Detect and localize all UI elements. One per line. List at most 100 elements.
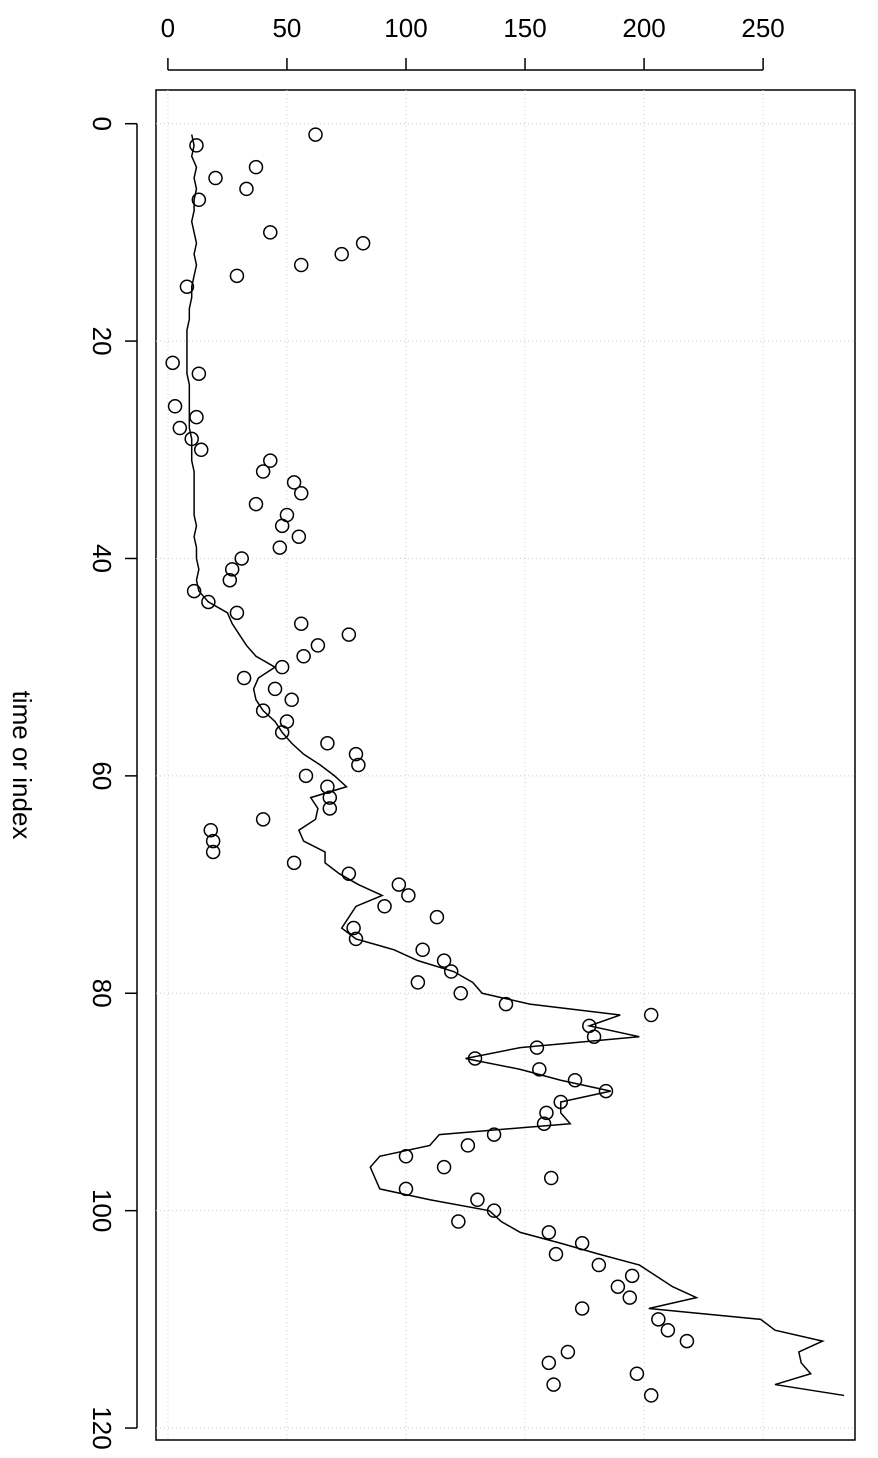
data-point — [322, 801, 338, 816]
x-tick-label: 40 — [87, 544, 117, 573]
data-point — [460, 1138, 476, 1153]
x-tick-label: 100 — [87, 1189, 117, 1232]
data-point — [436, 953, 452, 968]
data-point — [391, 877, 407, 892]
data-point — [341, 866, 357, 881]
data-point — [529, 1040, 545, 1055]
data-point — [291, 529, 307, 544]
data-point — [229, 268, 245, 284]
data-point — [284, 692, 299, 708]
data-point — [274, 518, 290, 534]
data-point — [348, 931, 364, 947]
data-point — [398, 1149, 414, 1164]
data-point — [574, 1301, 590, 1316]
data-point — [255, 703, 271, 718]
data-point — [248, 496, 264, 512]
y-tick-label: 100 — [384, 13, 427, 43]
data-point — [451, 1214, 466, 1229]
y-tick-label: 250 — [741, 13, 784, 43]
data-point — [274, 725, 290, 740]
data-point — [205, 844, 221, 860]
data-point — [208, 170, 223, 186]
data-point — [629, 1366, 645, 1381]
data-point — [548, 1246, 564, 1262]
data-point — [167, 399, 183, 414]
data-point — [293, 616, 309, 631]
data-point — [536, 1116, 552, 1131]
data-point — [429, 909, 445, 925]
data-point — [355, 236, 371, 251]
data-point — [467, 1051, 483, 1066]
data-point — [239, 181, 254, 197]
data-point — [224, 562, 240, 577]
x-tick-label: 60 — [87, 761, 117, 790]
data-point — [296, 649, 311, 664]
data-point — [539, 1105, 554, 1121]
x-tick-label: 120 — [87, 1406, 117, 1449]
data-point — [591, 1257, 607, 1273]
data-point — [222, 572, 238, 588]
data-point — [236, 670, 252, 686]
data-point — [351, 757, 366, 773]
data-point — [436, 1159, 452, 1175]
data-point — [189, 138, 204, 153]
x-tick-label: 20 — [87, 327, 117, 356]
data-point — [560, 1344, 576, 1360]
data-point — [546, 1377, 561, 1392]
data-point — [624, 1268, 640, 1284]
data-point — [398, 1181, 414, 1197]
data-point — [267, 681, 283, 697]
data-point — [286, 475, 302, 490]
data-point — [320, 736, 335, 751]
data-point — [172, 420, 188, 436]
data-point — [203, 822, 219, 838]
data-point — [234, 551, 249, 566]
data-point — [643, 1007, 659, 1023]
data-point — [179, 279, 195, 294]
data-point — [470, 1192, 485, 1208]
data-point — [263, 453, 278, 468]
data-point — [191, 192, 207, 208]
data-point — [189, 409, 204, 425]
data-point — [622, 1290, 638, 1305]
data-point — [541, 1225, 557, 1240]
data-point — [443, 964, 459, 979]
data-point — [341, 627, 357, 642]
data-point — [191, 366, 207, 381]
data-point — [377, 899, 392, 914]
data-point — [415, 942, 430, 958]
data-point — [586, 1029, 602, 1044]
y-tick-label: 150 — [503, 13, 546, 43]
data-point — [286, 855, 302, 871]
plot-box — [155, 89, 856, 1441]
data-point — [274, 659, 290, 675]
data-point — [610, 1279, 626, 1294]
data-point — [679, 1333, 695, 1349]
data-point — [186, 583, 202, 599]
data-point — [651, 1312, 666, 1327]
axis-label: time or index — [7, 691, 37, 840]
data-point — [410, 975, 426, 990]
data-point — [498, 996, 514, 1012]
data-point — [453, 986, 468, 1001]
data-line — [186, 134, 845, 1397]
y-tick-label: 0 — [161, 13, 175, 43]
data-point — [248, 159, 264, 175]
data-point — [272, 540, 288, 555]
data-point — [598, 1083, 614, 1099]
data-point — [486, 1127, 502, 1142]
data-point — [293, 486, 309, 501]
data-point — [201, 594, 216, 610]
data-point — [298, 768, 314, 784]
data-point — [348, 746, 364, 762]
y-tick-label: 200 — [622, 13, 665, 43]
data-point — [532, 1062, 547, 1077]
data-point — [346, 920, 361, 936]
data-point — [229, 605, 245, 621]
data-point — [541, 1355, 557, 1371]
data-point — [205, 833, 221, 849]
data-point — [334, 246, 349, 262]
data-point — [193, 442, 209, 458]
data-point — [308, 127, 323, 142]
